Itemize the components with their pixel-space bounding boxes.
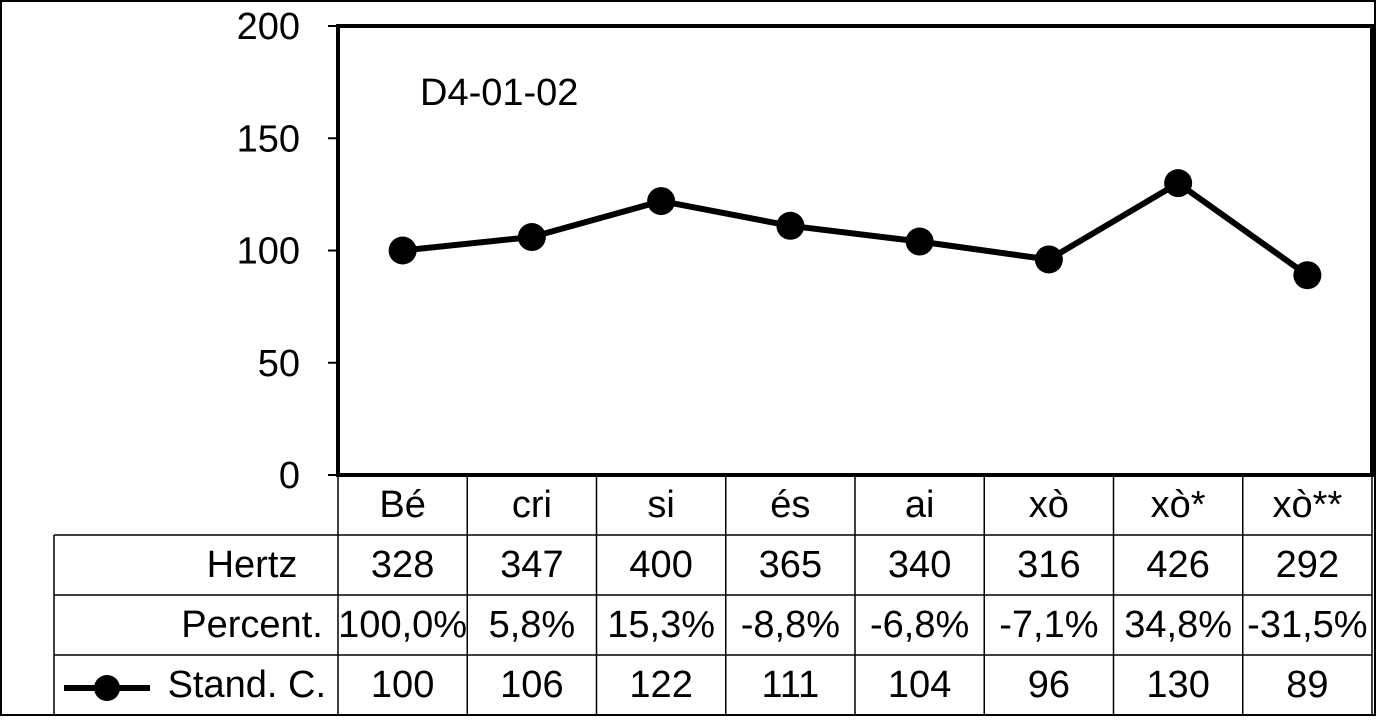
table-cell: 100,0% xyxy=(338,604,467,646)
table-cell: 426 xyxy=(1146,544,1209,586)
table-cell: 100 xyxy=(371,664,434,706)
y-tick-label: 50 xyxy=(258,343,300,385)
table-cell: 347 xyxy=(500,544,563,586)
table-cell: 111 xyxy=(761,664,819,706)
x-category-label: Bé xyxy=(379,484,425,526)
series-line xyxy=(402,180,1310,278)
table-cell: -7,1% xyxy=(999,604,1098,646)
table-row-label: Stand. C. xyxy=(168,664,326,706)
table-cell: 5,8% xyxy=(489,604,576,646)
data-point xyxy=(905,227,934,256)
table-cell: 106 xyxy=(500,664,563,706)
data-point xyxy=(776,211,805,240)
table-row-label: Hertz xyxy=(207,544,298,586)
table-cell: 104 xyxy=(888,664,951,706)
y-tick-label: 150 xyxy=(237,118,300,160)
data-point xyxy=(1164,169,1193,198)
data-point xyxy=(517,223,546,252)
x-category-label: xò xyxy=(1029,484,1069,526)
table-cell: 89 xyxy=(1286,664,1328,706)
table-cell: -6,8% xyxy=(870,604,969,646)
table-cell: 130 xyxy=(1146,664,1209,706)
table-cell: -31,5% xyxy=(1247,604,1367,646)
data-point xyxy=(1034,245,1063,274)
y-tick-label: 0 xyxy=(279,455,300,497)
x-category-label: xò** xyxy=(1273,484,1343,526)
table-row-label: Percent. xyxy=(181,604,323,646)
table-cell: 34,8% xyxy=(1124,604,1232,646)
table-cell: 400 xyxy=(629,544,692,586)
table-cell: 328 xyxy=(371,544,434,586)
data-point xyxy=(647,187,676,216)
x-category-label: és xyxy=(770,484,810,526)
chart-title: D4-01-02 xyxy=(420,72,578,114)
y-tick-label: 100 xyxy=(237,231,300,273)
table-cell: 316 xyxy=(1017,544,1080,586)
x-category-label: ai xyxy=(905,484,935,526)
table-cell: 96 xyxy=(1028,664,1070,706)
x-category-label: xò* xyxy=(1151,484,1206,526)
table-cell: 122 xyxy=(629,664,692,706)
table-cell: 292 xyxy=(1276,544,1339,586)
data-point xyxy=(1293,261,1322,290)
table-cell: 340 xyxy=(888,544,951,586)
x-category-label: si xyxy=(647,484,674,526)
data-point xyxy=(388,236,417,265)
table-cell: -8,8% xyxy=(741,604,840,646)
table-cell: 365 xyxy=(759,544,822,586)
x-category-label: cri xyxy=(512,484,552,526)
legend-marker xyxy=(94,675,120,701)
y-tick-label: 200 xyxy=(237,6,300,48)
table-cell: 15,3% xyxy=(607,604,715,646)
